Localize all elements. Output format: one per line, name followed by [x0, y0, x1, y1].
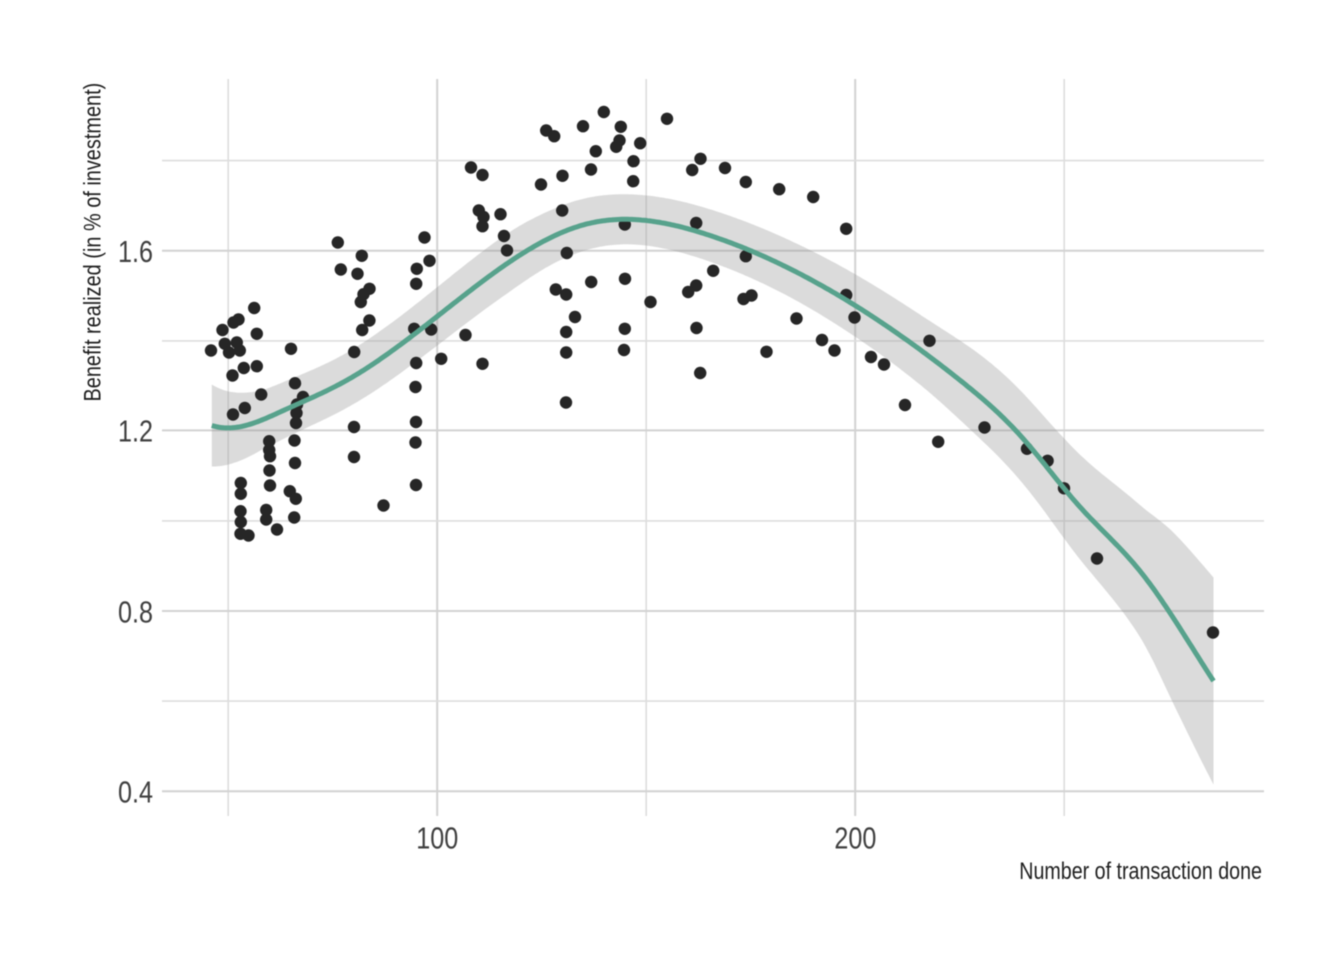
svg-text:0.8: 0.8 — [118, 595, 153, 629]
svg-text:1.6: 1.6 — [118, 235, 153, 269]
svg-text:Number of transaction done: Number of transaction done — [1019, 857, 1262, 884]
svg-text:100: 100 — [416, 821, 458, 855]
svg-text:1.2: 1.2 — [118, 414, 153, 448]
svg-text:0.4: 0.4 — [118, 775, 153, 809]
svg-text:200: 200 — [834, 821, 876, 855]
svg-text:Benefit realized (in % of inve: Benefit realized (in % of investment) — [79, 83, 106, 402]
